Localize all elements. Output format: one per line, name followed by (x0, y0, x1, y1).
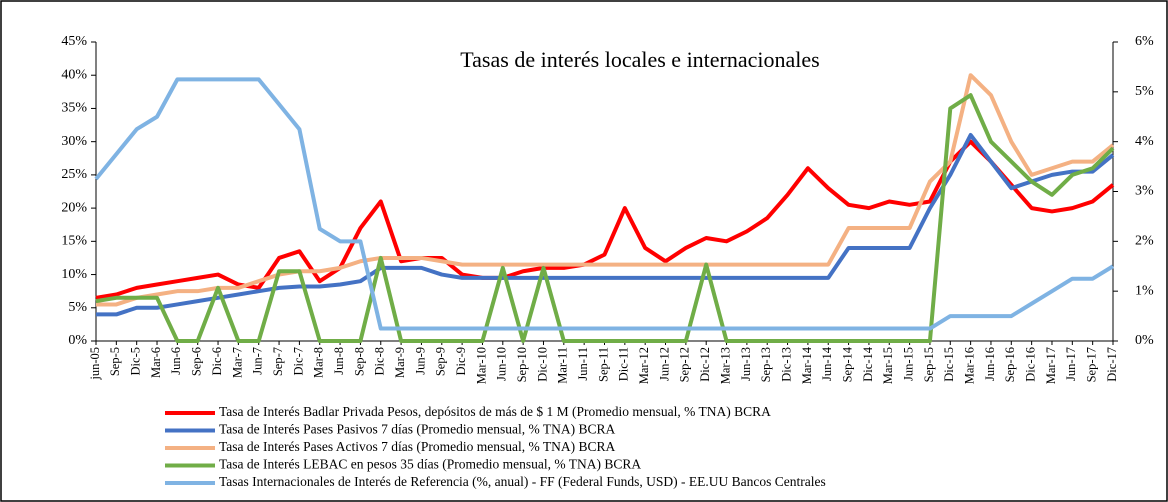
x-tick-label: Jun-16 (983, 347, 997, 381)
y-tick-label: 10% (61, 267, 87, 282)
x-tick-label: Jun-10 (495, 347, 509, 381)
y2-tick-label: 3% (1135, 184, 1154, 199)
x-tick-label: Mar-7 (230, 347, 244, 378)
x-tick-label: Mar-17 (1044, 347, 1058, 384)
x-tick-label: Mar-12 (637, 347, 651, 384)
x-tick-label: Mar-15 (881, 347, 895, 384)
y-tick-label: 45% (61, 34, 87, 49)
series-line (95, 93, 1115, 343)
x-tick-label: Sep-6 (190, 347, 204, 376)
y2-tick-label: 6% (1135, 34, 1154, 49)
x-tick-label: Dic-13 (779, 347, 793, 382)
x-tick-label: Mar-10 (474, 347, 488, 384)
x-tick-label: Sep-5 (108, 347, 122, 376)
legend-label: Tasa de Interés Badlar Privada Pesos, de… (219, 404, 771, 419)
x-tick-label: Jun-8 (332, 347, 346, 375)
x-tick-label: Jun-17 (1064, 347, 1078, 381)
x-tick-label: Jun-12 (657, 347, 671, 381)
x-tick-label: Dic-9 (454, 347, 468, 375)
y-tick-label: 40% (61, 67, 87, 82)
x-tick-label: Sep-8 (352, 347, 366, 376)
y2-tick-label: 4% (1135, 134, 1154, 149)
x-tick-label: Mar-8 (312, 347, 326, 378)
x-tick-label: jun-05 (88, 347, 102, 381)
x-tick-label: Dic-10 (535, 347, 549, 382)
y-tick-label: 30% (61, 134, 87, 149)
x-tick-label: Jun-11 (576, 347, 590, 381)
y2-tick-label: 1% (1135, 283, 1154, 298)
x-tick-label: Sep-11 (596, 347, 610, 382)
x-tick-label: Sep-12 (678, 347, 692, 382)
x-tick-label: Mar-9 (393, 347, 407, 378)
y-tick-label: 20% (61, 200, 87, 215)
y-tick-label: 35% (61, 101, 87, 116)
x-tick-label: Dic-15 (942, 347, 956, 382)
x-tick-label: Mar-11 (556, 347, 570, 384)
x-tick-label: Sep-13 (759, 347, 773, 382)
x-tick-label: Dic-8 (373, 347, 387, 375)
x-tick-label: Sep-17 (1085, 347, 1099, 382)
y2-tick-label: 5% (1135, 84, 1154, 99)
x-tick-label: Mar-13 (718, 347, 732, 384)
x-tick-label: Dic-7 (291, 347, 305, 375)
x-tick-label: Jun-6 (169, 347, 183, 375)
x-tick-label: Dic-6 (210, 347, 224, 375)
y-tick-label: 25% (61, 167, 87, 182)
x-tick-label: Sep-7 (271, 347, 285, 376)
x-tick-label: Jun-7 (251, 347, 265, 375)
x-tick-label: Sep-9 (434, 347, 448, 376)
x-tick-label: Sep-10 (515, 347, 529, 382)
x-tick-label: Sep-16 (1003, 347, 1017, 382)
legend-label: Tasa de Interés LEBAC en pesos 35 días (… (219, 457, 641, 472)
legend-label: Tasa de Interés Pases Pasivos 7 días (Pr… (219, 422, 616, 437)
x-tick-label: Jun-14 (820, 346, 834, 381)
y2-tick-label: 0% (1135, 333, 1154, 348)
y-tick-label: 0% (68, 333, 87, 348)
y-tick-label: 5% (68, 300, 87, 315)
legend-label: Tasa de Interés Pases Activos 7 días (Pr… (219, 439, 615, 454)
legend-label: Tasas Internacionales de Interés de Refe… (219, 474, 826, 489)
x-tick-label: Dic-17 (1105, 347, 1119, 382)
x-tick-label: Sep-14 (840, 346, 854, 382)
series-line (94, 77, 1115, 331)
x-tick-label: Dic-12 (698, 347, 712, 382)
x-tick-label: Mar-16 (962, 347, 976, 384)
x-tick-label: Dic-16 (1024, 347, 1038, 382)
x-tick-label: Jun-13 (739, 347, 753, 381)
y2-tick-label: 2% (1135, 234, 1154, 249)
x-tick-label: Mar-14 (800, 346, 814, 384)
x-tick-label: Jun-15 (901, 347, 915, 381)
x-tick-label: Mar-6 (149, 347, 163, 378)
chart-title: Tasas de interés locales e internacional… (460, 47, 819, 72)
x-tick-label: Dic-5 (129, 347, 143, 375)
x-tick-label: Dic-11 (617, 347, 631, 381)
y-tick-label: 15% (61, 234, 87, 249)
x-tick-label: Jun-9 (413, 347, 427, 375)
x-tick-label: Sep-15 (922, 347, 936, 382)
x-tick-label: Dic-14 (861, 346, 875, 381)
